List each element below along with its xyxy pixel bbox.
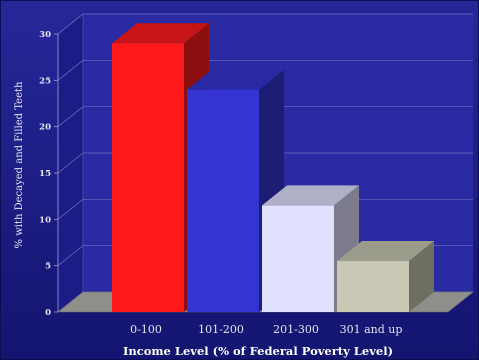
gridline — [57, 13, 473, 35]
bar-front — [337, 261, 409, 312]
x-tick-label: 101-200 — [198, 323, 244, 336]
gridline — [57, 59, 473, 81]
y-tick-label: 20 — [39, 123, 51, 133]
bar-301-and-up — [337, 241, 434, 312]
bar-top — [187, 69, 284, 90]
bar-top — [337, 241, 434, 262]
y-tick-label: 5 — [45, 262, 51, 272]
y-tick-label: 0 — [45, 308, 51, 318]
bar-front — [187, 89, 259, 312]
y-tick-label: 15 — [39, 169, 51, 179]
y-axis-title: % with Decayed and Filled Teeth — [14, 81, 25, 248]
x-tick-label: 301 and up — [340, 323, 403, 336]
y-tick-label: 30 — [39, 30, 51, 40]
gridline — [57, 152, 473, 174]
bar-top — [112, 23, 209, 44]
x-tick-label: 0-100 — [130, 323, 162, 336]
y-tick-label: 25 — [39, 76, 51, 86]
gridline — [57, 106, 473, 127]
bar-side — [409, 241, 434, 312]
x-axis-title: Income Level (% of Federal Poverty Level… — [123, 344, 393, 358]
y-tick-label: 10 — [39, 215, 51, 225]
bar-top — [262, 185, 359, 206]
bar-front — [112, 43, 184, 313]
bar-front — [262, 205, 334, 312]
x-tick-label: 201-300 — [273, 323, 319, 336]
